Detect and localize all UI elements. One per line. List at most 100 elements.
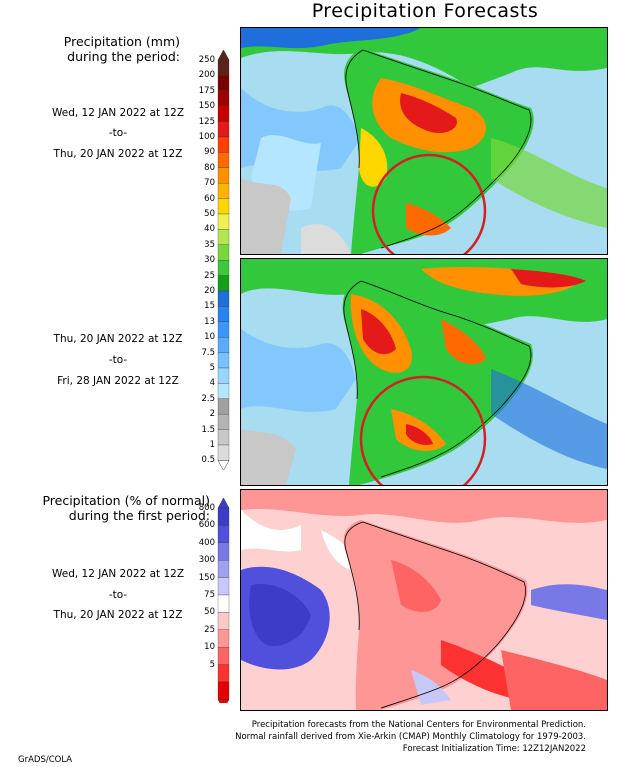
mm-scale-label: 50: [204, 209, 215, 219]
pct-top-arrow: [217, 498, 230, 509]
mm-swatch: [217, 183, 230, 199]
mm-scale-label: 1: [209, 440, 215, 450]
mm-scale-label: 13: [204, 316, 215, 327]
pct-scale-label: 400: [198, 537, 215, 548]
pct-scale-label: 150: [198, 572, 215, 583]
mm-scale-label: 100: [198, 132, 215, 142]
mm-scale-label: 125: [198, 116, 215, 127]
mm-swatch: [217, 398, 230, 415]
highlight-circle: [371, 153, 487, 254]
mm-swatch: [217, 90, 230, 107]
mm-swatch: [217, 306, 230, 322]
footer-line1: Precipitation forecasts from the Nationa…: [251, 720, 586, 730]
precip-mm-title: Precipitation (mm) during the period:: [40, 34, 180, 64]
mm-swatch: [217, 75, 230, 91]
pct-swatch: [217, 629, 230, 648]
pct-swatch: [217, 525, 230, 543]
mm-scale-label: 2.5: [201, 393, 215, 404]
grads-cola-brand: GrADS/COLA: [18, 755, 73, 765]
mm-swatch: [217, 136, 230, 153]
period2-to: -to-: [108, 354, 128, 366]
period1-start: Wed, 12 JAN 2022 at 12Z: [51, 107, 185, 119]
highlight-circle-2: [359, 375, 487, 485]
precip-pct-title-line1: Precipitation (% of normal): [42, 493, 210, 508]
period3-end: Thu, 20 JAN 2022 at 12Z: [53, 609, 183, 621]
mm-swatch: [217, 383, 230, 399]
precip-pct-title: Precipitation (% of normal) during the f…: [20, 493, 210, 523]
mm-scale-label: 175: [198, 85, 215, 96]
pct-swatch: [217, 594, 230, 613]
mm-top-arrow: [217, 50, 230, 61]
mm-swatch: [217, 290, 230, 307]
mm-swatch: [217, 244, 230, 261]
pct-swatch: [217, 647, 230, 665]
pct-scale-label: 10: [204, 642, 215, 653]
mm-swatch: [217, 414, 230, 430]
pct-colorbar: [217, 498, 230, 703]
mm-scale-label: 5: [209, 363, 215, 373]
mm-swatch: [217, 352, 230, 369]
pct-scale-label: 600: [198, 520, 215, 531]
period3-to: -to-: [108, 589, 128, 601]
pct-swatch: [217, 664, 230, 683]
precip-map-period2: [240, 258, 608, 486]
percent-normal-map: [240, 489, 608, 711]
mm-scale-label: 2: [209, 409, 215, 420]
mm-swatch: [217, 198, 230, 215]
pct-scale-label: 300: [198, 555, 215, 566]
mm-swatch: [217, 229, 230, 245]
mm-scale-label: 200: [198, 70, 215, 81]
pct-swatch: [217, 507, 230, 526]
pct-scale-label: 75: [204, 590, 215, 600]
mm-scale-label: 70: [204, 178, 215, 189]
mm-swatch: [217, 106, 230, 122]
pct-scale-label: 5: [209, 659, 215, 670]
period3-start: Wed, 12 JAN 2022 at 12Z: [51, 568, 185, 580]
mm-scale-label: 35: [204, 239, 215, 250]
mm-swatch: [217, 444, 230, 461]
mm-swatch: [217, 337, 230, 353]
footer-line2: Normal rainfall derived from Xie-Arkin (…: [235, 732, 586, 742]
mm-swatch: [217, 59, 230, 76]
mm-scale-label: 250: [198, 55, 215, 65]
mm-scale-label: 10: [204, 332, 215, 343]
precip-mm-title-line2: during the period:: [67, 49, 180, 64]
mm-swatch: [217, 367, 230, 384]
pct-scale-label: 25: [204, 624, 215, 635]
mm-scale-label: 40: [204, 224, 215, 235]
footer-notes: Precipitation forecasts from the Nationa…: [160, 719, 586, 755]
period1-end: Thu, 20 JAN 2022 at 12Z: [53, 148, 183, 160]
pct-swatch: [217, 612, 230, 630]
mm-swatch: [217, 167, 230, 184]
pct-scale-label: 800: [198, 503, 215, 513]
pct-swatch: [217, 577, 230, 596]
precip-pct-title-line2: during the first period:: [68, 508, 210, 523]
pct-bottom-arrow: [217, 699, 230, 703]
period2-start: Thu, 20 JAN 2022 at 12Z: [53, 333, 183, 345]
mm-scale-label: 0.5: [201, 455, 215, 466]
mm-swatch: [217, 121, 230, 138]
mm-scale-label: 25: [204, 270, 215, 281]
pct-swatch: [217, 542, 230, 561]
mm-scale-label: 150: [198, 101, 215, 112]
mm-swatch: [217, 275, 230, 292]
mm-scale-label: 80: [204, 162, 215, 173]
mm-scale-label: 60: [204, 193, 215, 204]
mm-scale-label: 1.5: [201, 424, 215, 435]
mm-scale-label: 20: [204, 286, 215, 296]
mm-colorbar: [217, 50, 230, 470]
mm-bottom-arrow: [217, 460, 230, 470]
footer-line3: Forecast Initialization Time: 12Z12JAN20…: [402, 744, 586, 754]
mm-swatch: [217, 213, 230, 230]
pct-swatch: [217, 681, 230, 700]
mm-scale-label: 30: [204, 255, 215, 266]
mm-swatch: [217, 321, 230, 338]
page-title: Precipitation Forecasts: [311, 0, 539, 22]
mm-swatch: [217, 260, 230, 276]
mm-swatch: [217, 429, 230, 446]
pct-scale-label: 50: [204, 607, 215, 618]
precip-map-period1: [240, 27, 608, 255]
mm-scale-label: 4: [209, 378, 215, 389]
period1-to: -to-: [108, 127, 128, 139]
mm-swatch: [217, 152, 230, 168]
